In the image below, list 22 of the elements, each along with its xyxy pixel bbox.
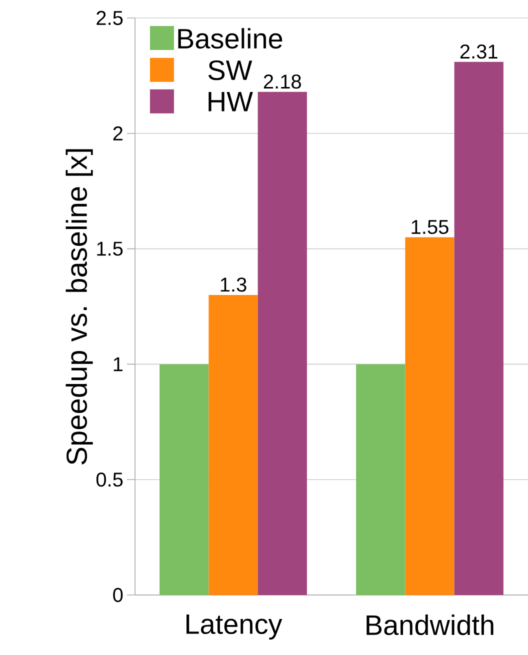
x-tick-label: Latency bbox=[186, 614, 282, 640]
y-tick-label: 0.5 bbox=[96, 472, 123, 487]
bar bbox=[208, 294, 258, 595]
bar bbox=[356, 364, 406, 595]
y-tick-label: 2 bbox=[113, 126, 122, 140]
legend-label: Baseline bbox=[178, 28, 282, 49]
bar bbox=[258, 92, 307, 595]
y-tick-label: 2.5 bbox=[96, 10, 123, 26]
data-label: 2.18 bbox=[264, 74, 301, 89]
y-tick-label: 0 bbox=[113, 588, 123, 602]
data-label: 1.55 bbox=[412, 220, 448, 234]
y-axis-title: Speedup vs. baseline [x] bbox=[66, 149, 93, 465]
x-tick-label: Bandwidth bbox=[366, 614, 494, 636]
legend-label: HW bbox=[208, 92, 253, 112]
y-tick-label: 1 bbox=[114, 357, 122, 372]
data-label: 1.3 bbox=[220, 278, 246, 292]
bar bbox=[405, 237, 454, 595]
y-tick-label: 1.5 bbox=[97, 242, 123, 256]
data-label: 2.31 bbox=[460, 44, 498, 59]
bar bbox=[160, 364, 209, 595]
legend-label: SW bbox=[208, 60, 252, 80]
bar bbox=[454, 62, 504, 595]
